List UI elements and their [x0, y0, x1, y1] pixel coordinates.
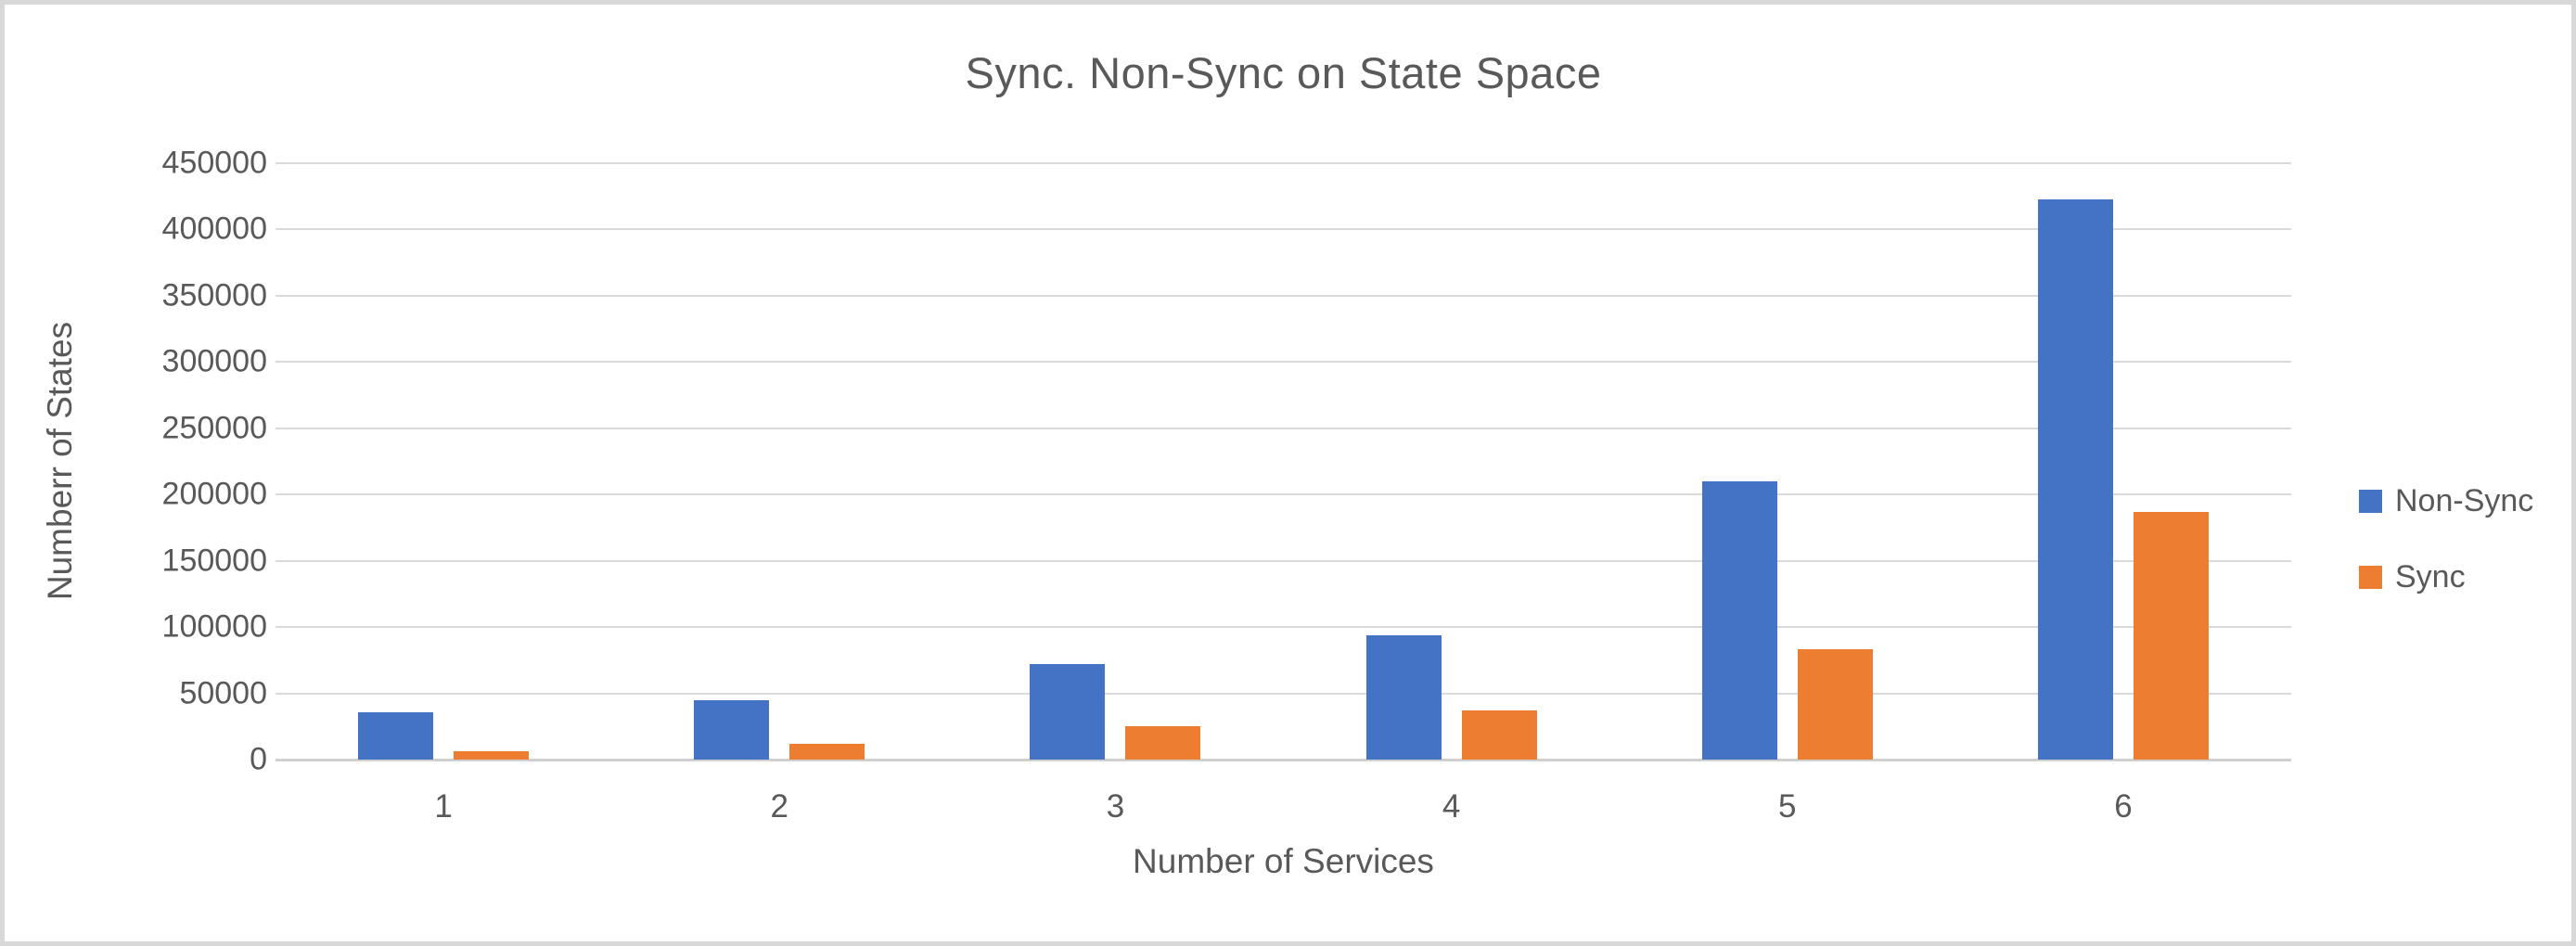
category-group-6 — [1955, 163, 2291, 760]
y-axis-tick-labels: 0 50000 100000 150000 200000 250000 300000 3500… — [14, 146, 267, 777]
legend-label: Non-Sync — [2395, 483, 2534, 518]
y-tick-label: 150000 — [161, 543, 267, 579]
x-tick-label-4: 4 — [1442, 788, 1461, 825]
bar-nonsync-3 — [1030, 664, 1106, 760]
x-tick-label-2: 2 — [770, 788, 788, 825]
legend-label: Sync — [2395, 559, 2466, 594]
x-axis-line — [276, 759, 2291, 761]
gridlines — [276, 162, 2291, 761]
bar-nonsync-6 — [2037, 198, 2113, 760]
y-tick-label: 250000 — [161, 410, 267, 446]
gridline — [276, 692, 2291, 695]
y-tick-label: 300000 — [161, 343, 267, 379]
x-axis-title: Number of Services — [1133, 842, 1434, 880]
legend-swatch-icon — [2359, 566, 2382, 589]
x-tick-label-3: 3 — [1106, 788, 1125, 825]
bar-sync-1 — [454, 751, 530, 760]
y-tick-label: 100000 — [161, 608, 267, 645]
bar-sync-5 — [1797, 649, 1873, 760]
y-tick-label: 200000 — [161, 476, 267, 512]
y-tick-label: 0 — [250, 741, 267, 777]
gridline — [276, 559, 2291, 562]
category-group-1 — [276, 163, 611, 760]
bar-sync-4 — [1461, 710, 1537, 760]
legend: Non-Sync Sync — [2359, 483, 2533, 595]
category-group-3 — [947, 163, 1283, 760]
bar-sync-2 — [789, 743, 865, 760]
bar-nonsync-2 — [694, 699, 770, 760]
x-tick-label-6: 6 — [2114, 788, 2133, 825]
gridline — [276, 294, 2291, 297]
bar-nonsync-4 — [1365, 634, 1442, 760]
y-tick-label: 400000 — [161, 211, 267, 247]
legend-swatch-icon — [2359, 490, 2382, 513]
gridline — [276, 228, 2291, 231]
x-tick-label-1: 1 — [434, 788, 453, 825]
gridline — [276, 493, 2291, 496]
gridline — [276, 427, 2291, 429]
gridline — [276, 162, 2291, 164]
category-group-4 — [1284, 163, 1620, 760]
bar-nonsync-1 — [358, 711, 434, 760]
legend-item-nonsync: Non-Sync — [2359, 483, 2533, 519]
y-tick-label: 350000 — [161, 277, 267, 313]
y-tick-label: 50000 — [179, 675, 267, 711]
gridline — [276, 626, 2291, 629]
bar-sync-6 — [2133, 511, 2209, 760]
bars-layer — [276, 163, 2291, 760]
plot-area — [276, 162, 2291, 761]
legend-item-sync: Sync — [2359, 559, 2533, 595]
category-group-2 — [611, 163, 947, 760]
bar-sync-3 — [1125, 726, 1201, 760]
category-group-5 — [1620, 163, 1955, 760]
gridline — [276, 361, 2291, 364]
chart-title: Sync. Non-Sync on State Space — [965, 48, 1602, 97]
y-tick-label: 450000 — [161, 145, 267, 181]
x-axis-tick-labels: 1 2 3 4 5 6 — [276, 788, 2291, 830]
bar-nonsync-5 — [1701, 480, 1777, 760]
x-tick-label-5: 5 — [1778, 788, 1797, 825]
